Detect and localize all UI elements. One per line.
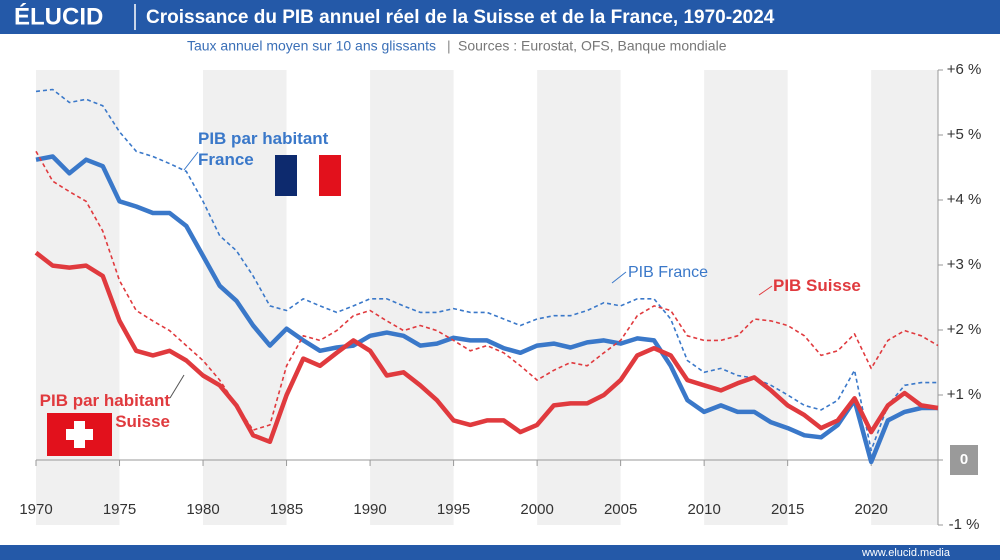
source: Sources : Eurostat, OFS, Banque mondiale [458,38,727,54]
y-tick-label: +3 % [947,256,982,273]
x-tick-label: 1975 [103,501,136,518]
x-tick-label: 1995 [437,501,470,518]
series-line [34,250,939,445]
band [871,70,938,525]
series-label: PIB par habitant France [198,129,329,169]
brand: ÉLUCID [14,2,103,30]
band [370,70,454,525]
subtitle: Taux annuel moyen sur 10 ans glissants [187,38,436,54]
y-tick-label: +6 % [947,61,982,78]
band [36,70,120,525]
leader [183,151,199,171]
series-label: PIB Suisse [773,276,861,295]
x-tick-label: 2020 [854,501,887,518]
y-tick-label: 0 [960,451,968,468]
x-tick-label: 2000 [520,501,553,518]
x-tick-label: 1990 [353,501,386,518]
footer-bar [0,545,1000,560]
series-line [35,150,939,431]
x-tick-label: 2015 [771,501,804,518]
series-label: PIB par habitant Suisse [39,391,170,431]
chart-title: Croissance du PIB annuel réel de la Suis… [146,7,775,28]
y-tick-label: +5 % [947,126,982,143]
x-tick-label: 2010 [687,501,720,518]
flag-france [275,155,341,196]
band [704,70,788,525]
series-line [35,154,938,465]
band [537,70,621,525]
zero-box [950,445,978,475]
band [203,70,287,525]
x-tick-label: 1980 [186,501,219,518]
x-tick-label: 1970 [19,501,52,518]
y-tick-label: -1 % [949,516,980,533]
leader [758,285,773,296]
x-tick-label: 1985 [270,501,303,518]
flag-switzerland [47,413,112,456]
leader [611,271,627,284]
y-tick-label: +1 % [947,386,982,403]
leader [169,374,185,399]
x-tick-label: 2005 [604,501,637,518]
series-line [35,88,938,452]
y-tick-label: +2 % [947,321,982,338]
footer: www.elucid.media [861,547,951,559]
header-bar [0,0,1000,34]
y-tick-label: +4 % [947,191,982,208]
series-label: PIB France [628,264,709,281]
separator-bar: | [447,38,451,54]
